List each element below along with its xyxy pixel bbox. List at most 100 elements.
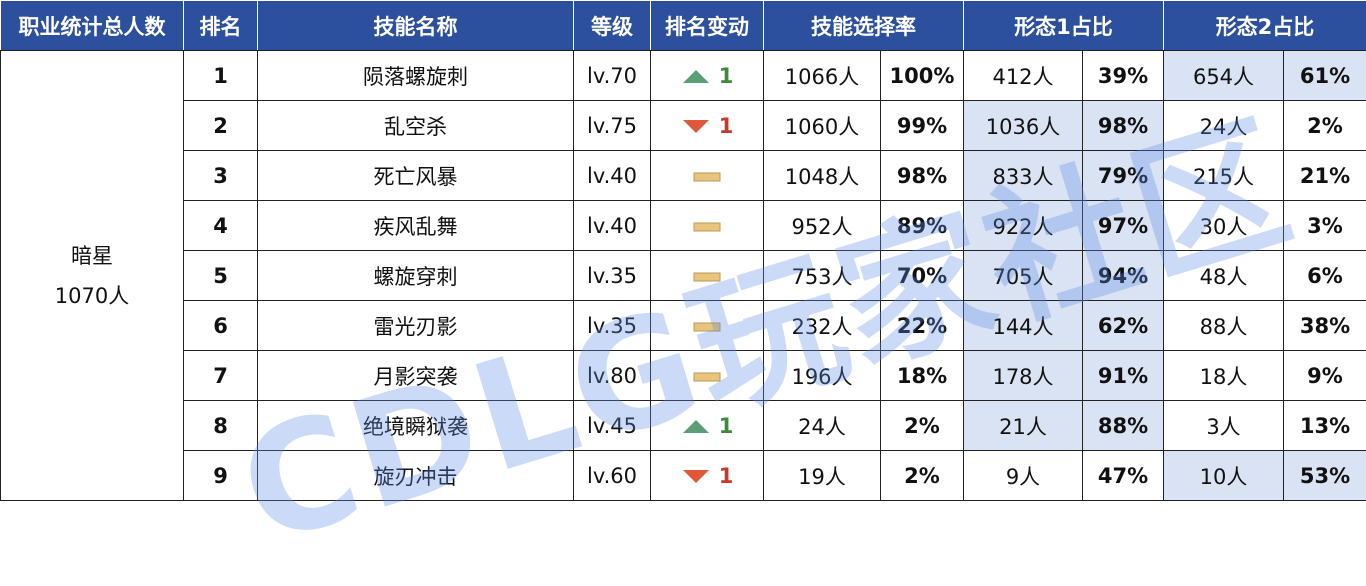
header-cell: 等级 (574, 1, 651, 51)
select-rate: 18% (881, 351, 964, 401)
level: lv.35 (574, 301, 651, 351)
change-icon (681, 116, 711, 136)
select-count: 1060人 (764, 101, 881, 151)
header-row: 职业统计总人数排名技能名称等级排名变动技能选择率形态1占比形态2占比 (1, 1, 1366, 51)
rank-change: 1 (651, 401, 764, 451)
change-shape (694, 373, 720, 381)
rank-change (651, 351, 764, 401)
select-count: 19人 (764, 451, 881, 501)
change-icon (692, 317, 722, 337)
rank: 5 (184, 251, 258, 301)
form1-pct: 47% (1083, 451, 1164, 501)
change-icon (681, 466, 711, 486)
select-rate: 2% (881, 451, 964, 501)
form1-count: 178人 (964, 351, 1083, 401)
change-icon (692, 217, 722, 237)
header-cell: 技能选择率 (764, 1, 964, 51)
rank: 1 (184, 51, 258, 101)
rank-change: 1 (651, 101, 764, 151)
form1-count: 705人 (964, 251, 1083, 301)
select-rate: 89% (881, 201, 964, 251)
form1-pct: 97% (1083, 201, 1164, 251)
form1-pct: 98% (1083, 101, 1164, 151)
form2-pct: 53% (1284, 451, 1366, 501)
skill-name: 死亡风暴 (258, 151, 574, 201)
change-shape (694, 273, 720, 281)
rank: 7 (184, 351, 258, 401)
change-icon (692, 367, 722, 387)
change-shape (694, 323, 720, 331)
rank: 3 (184, 151, 258, 201)
form2-pct: 21% (1284, 151, 1366, 201)
change-shape (694, 173, 720, 181)
change-shape (683, 470, 709, 483)
class-total: 1070人 (1, 276, 183, 316)
select-rate: 98% (881, 151, 964, 201)
skill-name: 旋刃冲击 (258, 451, 574, 501)
select-count: 24人 (764, 401, 881, 451)
form2-count: 30人 (1164, 201, 1284, 251)
header-cell: 形态2占比 (1164, 1, 1366, 51)
form2-pct: 2% (1284, 101, 1366, 151)
select-count: 952人 (764, 201, 881, 251)
select-rate: 2% (881, 401, 964, 451)
form2-count: 18人 (1164, 351, 1284, 401)
select-count: 232人 (764, 301, 881, 351)
level: lv.40 (574, 151, 651, 201)
rank-change (651, 301, 764, 351)
rank: 4 (184, 201, 258, 251)
header-cell: 职业统计总人数 (1, 1, 184, 51)
form1-count: 922人 (964, 201, 1083, 251)
form2-count: 24人 (1164, 101, 1284, 151)
form1-pct: 79% (1083, 151, 1164, 201)
change-value: 1 (719, 64, 734, 88)
select-rate: 70% (881, 251, 964, 301)
form1-count: 144人 (964, 301, 1083, 351)
change-icon (692, 167, 722, 187)
select-count: 1048人 (764, 151, 881, 201)
rank: 8 (184, 401, 258, 451)
change-shape (683, 420, 709, 433)
form2-count: 48人 (1164, 251, 1284, 301)
select-count: 196人 (764, 351, 881, 401)
form2-count: 88人 (1164, 301, 1284, 351)
form2-pct: 3% (1284, 201, 1366, 251)
skill-name: 疾风乱舞 (258, 201, 574, 251)
form1-pct: 88% (1083, 401, 1164, 451)
form1-count: 9人 (964, 451, 1083, 501)
form2-count: 10人 (1164, 451, 1284, 501)
form2-pct: 13% (1284, 401, 1366, 451)
change-value: 1 (719, 114, 734, 138)
level: lv.70 (574, 51, 651, 101)
header-cell: 排名变动 (651, 1, 764, 51)
form1-pct: 39% (1083, 51, 1164, 101)
change-icon (681, 66, 711, 86)
skill-name: 月影突袭 (258, 351, 574, 401)
rank: 2 (184, 101, 258, 151)
form1-count: 412人 (964, 51, 1083, 101)
skill-name: 雷光刃影 (258, 301, 574, 351)
rank-change: 1 (651, 51, 764, 101)
change-icon (681, 416, 711, 436)
rank-change (651, 251, 764, 301)
form1-pct: 91% (1083, 351, 1164, 401)
rank-change (651, 201, 764, 251)
change-shape (683, 70, 709, 83)
skill-name: 乱空杀 (258, 101, 574, 151)
form1-pct: 94% (1083, 251, 1164, 301)
select-count: 753人 (764, 251, 881, 301)
form1-count: 1036人 (964, 101, 1083, 151)
rank-change: 1 (651, 451, 764, 501)
skill-name: 螺旋穿刺 (258, 251, 574, 301)
select-rate: 22% (881, 301, 964, 351)
form2-count: 654人 (1164, 51, 1284, 101)
